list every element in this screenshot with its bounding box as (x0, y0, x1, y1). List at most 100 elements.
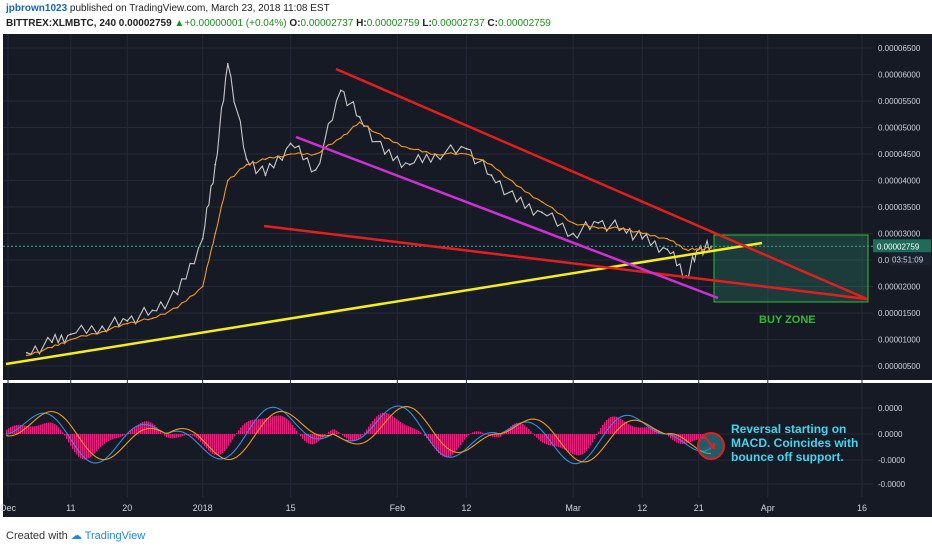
low-value: 0.00002737 (431, 18, 485, 29)
macd-histogram-bar (612, 416, 614, 434)
macd-histogram-bar (264, 418, 266, 434)
macd-histogram-bar (102, 434, 104, 446)
macd-histogram-bar (396, 419, 398, 434)
macd-histogram-bar (262, 418, 264, 434)
macd-histogram-bar (480, 431, 482, 434)
macd-histogram-bar (520, 423, 522, 434)
macd-histogram-bar (48, 422, 50, 434)
macd-histogram-bar (420, 432, 422, 434)
macd-histogram-bar (530, 431, 532, 434)
tradingview-brand[interactable]: TradingView (84, 530, 146, 542)
macd-histogram-bar (418, 430, 420, 434)
macd-histogram-bar (60, 429, 62, 434)
channel-trendline (295, 135, 719, 300)
price-point (176, 293, 179, 296)
macd-histogram-bar (402, 423, 404, 434)
ma-point (340, 137, 342, 139)
macd-histogram-bar (498, 434, 500, 438)
macd-histogram-bar (628, 424, 630, 434)
macd-histogram-bar (686, 434, 688, 444)
ma-point (515, 185, 518, 187)
macd-histogram-bar (534, 434, 536, 436)
macd-histogram-bar (450, 434, 452, 457)
price-tick-label: 0.00004000 (878, 177, 921, 186)
macd-histogram-bar (172, 434, 174, 439)
macd-histogram-bar (456, 434, 458, 451)
buy-zone-label: BUY ZONE (759, 314, 816, 326)
macd-axis-panel[interactable] (873, 383, 932, 497)
macd-histogram-bar (224, 434, 226, 451)
macd-histogram-bar (562, 434, 564, 449)
price-point (101, 325, 104, 328)
macd-histogram-bar (130, 430, 132, 434)
lower-red-trendline (263, 224, 868, 301)
macd-histogram-bar (114, 434, 116, 439)
macd-histogram-bar (472, 432, 474, 434)
ma-point (622, 227, 625, 229)
buy-zone-box[interactable] (713, 234, 869, 303)
tradingview-logo-icon[interactable]: ☁ (70, 530, 82, 542)
macd-histogram-bar (448, 434, 450, 458)
ohlc-line: BITTREX:XLMBTC, 240 0.00002759 ▲+0.00000… (6, 18, 551, 29)
macd-histogram-bar (696, 434, 698, 440)
time-axis-panel[interactable] (3, 497, 932, 517)
macd-histogram-bar (514, 423, 516, 434)
macd-histogram-bar (312, 434, 314, 445)
ma-point (101, 330, 103, 333)
macd-histogram-bar (184, 434, 186, 436)
time-tick-label: Feb (390, 503, 406, 513)
macd-histogram-bar (208, 434, 210, 451)
macd-histogram-bar (284, 417, 286, 434)
macd-histogram-bar (290, 422, 292, 434)
price-axis-panel[interactable] (873, 34, 932, 380)
macd-histogram-bar (58, 427, 60, 434)
macd-histogram-bar (148, 421, 150, 434)
macd-histogram-bar (318, 434, 320, 442)
macd-line (5, 405, 712, 465)
ma-point (409, 147, 411, 150)
macd-histogram-bar (532, 433, 534, 434)
macd-histogram-bar (104, 434, 106, 444)
macd-histogram-bar (694, 434, 696, 441)
macd-histogram-bar (128, 432, 130, 434)
macd-histogram-bar (308, 434, 310, 444)
macd-histogram-bar (214, 434, 216, 455)
macd-histogram-bar (304, 434, 306, 441)
macd-histogram-bar (410, 427, 412, 434)
macd-histogram-bar (90, 434, 92, 457)
macd-histogram-bar (40, 424, 42, 434)
macd-histogram-bar (330, 430, 332, 434)
macd-histogram-bar (176, 434, 178, 438)
macd-histogram-bar (626, 422, 628, 434)
macd-tick-label: -0.0000 (878, 456, 906, 465)
axis-labels: 0.00006500 0.00006000 0.00005500 0.00005000… (0, 44, 931, 513)
macd-histogram-bar (168, 434, 170, 438)
macd-histogram-bar (74, 434, 76, 453)
author-link[interactable]: jpbrown1023 (6, 3, 68, 14)
price-point (214, 163, 217, 166)
macd-histogram-bar (366, 429, 368, 434)
macd-histogram-bar (68, 434, 70, 443)
macd-histogram-bar (494, 434, 496, 438)
macd-histogram-bar (14, 425, 16, 434)
macd-histogram-bar (592, 434, 594, 443)
countdown-badge (889, 253, 931, 266)
macd-histogram-bar (266, 417, 268, 434)
macd-histogram-bar (556, 434, 558, 447)
ma-point (69, 338, 72, 341)
macd-histogram-bar (256, 419, 258, 434)
macd-histogram-bar (518, 422, 520, 434)
price-point (151, 309, 154, 312)
macd-histogram-bar (670, 434, 672, 439)
macd-histogram-bar (300, 434, 302, 437)
time-tick-label: 16 (857, 503, 867, 513)
macd-histogram-bar (624, 421, 626, 434)
macd-signal-line (5, 406, 711, 463)
macd-histogram-bar (122, 434, 124, 436)
macd-histogram-bar (590, 434, 592, 446)
price-tick-label: 0.00003500 (878, 203, 921, 212)
macd-histogram-bar (236, 433, 238, 434)
macd-histogram-bar (570, 434, 572, 453)
macd-histogram-bar (616, 416, 618, 434)
